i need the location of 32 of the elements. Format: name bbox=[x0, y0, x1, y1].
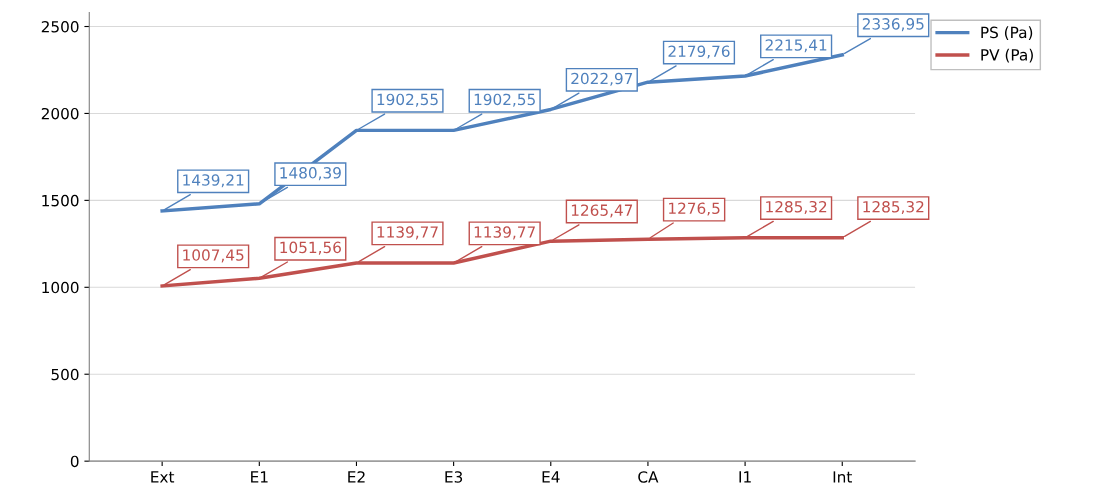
y-tick-label: 1500 bbox=[42, 194, 79, 207]
x-tick-label: E3 bbox=[445, 471, 463, 483]
data-label: 1285,32 bbox=[766, 200, 827, 215]
data-label: 2022,97 bbox=[571, 72, 633, 86]
y-tick-label: 0 bbox=[70, 455, 79, 468]
data-label: 1007,45 bbox=[183, 249, 244, 263]
x-tick-label: E2 bbox=[348, 471, 365, 483]
y-tick-label: 2500 bbox=[41, 20, 79, 33]
data-label: 1051,56 bbox=[280, 241, 341, 255]
x-tick-label: E4 bbox=[542, 471, 560, 483]
data-label: 1902,55 bbox=[474, 93, 535, 107]
data-label: 1265,47 bbox=[571, 204, 633, 218]
data-label: 1480,39 bbox=[280, 167, 341, 181]
x-tick-label: CA bbox=[638, 471, 659, 483]
x-tick-label: E1 bbox=[251, 471, 268, 483]
data-label: 2179,76 bbox=[668, 45, 730, 59]
data-label: 1285,32 bbox=[863, 200, 924, 215]
data-label: 2336,95 bbox=[862, 18, 924, 32]
legend-label: PV (Pa) bbox=[981, 48, 1033, 63]
x-tick-label: I1 bbox=[739, 471, 751, 483]
data-label: 1139,77 bbox=[377, 226, 438, 240]
data-label: 1902,55 bbox=[377, 93, 438, 107]
y-tick-label: 1000 bbox=[42, 281, 79, 294]
x-tick-label: Int bbox=[833, 471, 852, 483]
x-tick-label: Ext bbox=[151, 471, 175, 483]
y-tick-label: 2000 bbox=[41, 107, 79, 120]
data-label: 1276,5 bbox=[669, 202, 720, 216]
legend-label: PS (Pa) bbox=[981, 26, 1033, 40]
data-label: 1139,77 bbox=[474, 226, 535, 240]
data-label: 2215,41 bbox=[765, 39, 827, 53]
y-tick-label: 500 bbox=[51, 368, 79, 381]
data-label: 1439,21 bbox=[183, 174, 244, 188]
